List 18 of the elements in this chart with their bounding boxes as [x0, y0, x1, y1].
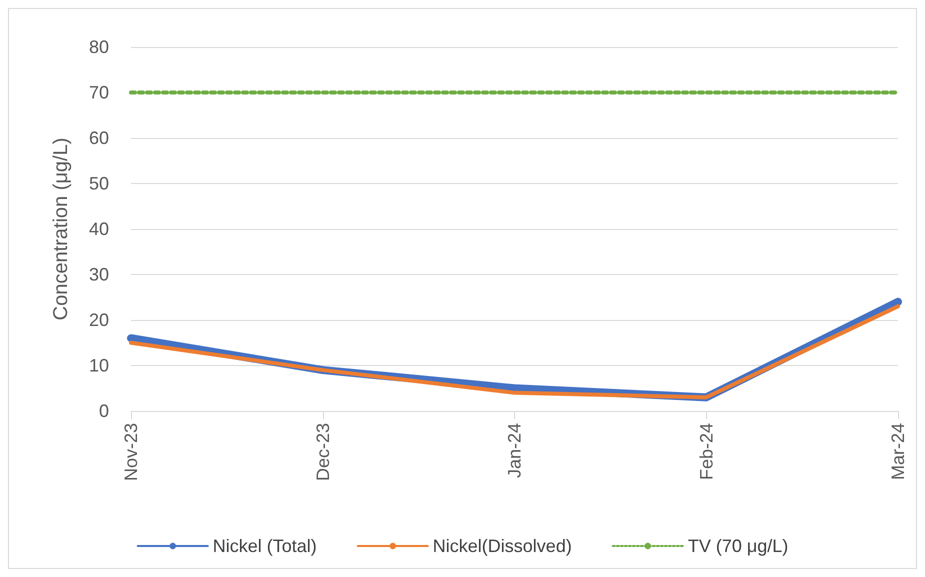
legend-label: TV (70 μg/L): [688, 536, 788, 556]
y-tick-label: 70: [88, 82, 109, 102]
y-tick-label: 80: [88, 37, 109, 57]
y-tick-label: 10: [88, 356, 109, 376]
y-tick-label: 0: [98, 401, 109, 421]
y-tick-label: 60: [88, 128, 109, 148]
x-tick-label: Nov-23: [121, 423, 141, 482]
y-tick-label: 50: [88, 174, 109, 194]
x-tick-label: Feb-24: [696, 423, 716, 480]
x-tick-label: Mar-24: [888, 423, 908, 480]
legend-label: Nickel (Total): [212, 536, 317, 556]
y-tick-label: 20: [88, 310, 109, 330]
y-axis-title: Concentration (μg/L): [50, 138, 72, 320]
y-tick-label: 40: [88, 219, 109, 239]
y-tick-label: 30: [88, 264, 109, 284]
legend-label: Nickel(Dissolved): [432, 536, 572, 556]
x-tick-label: Dec-23: [312, 423, 333, 482]
x-tick-label: Jan-24: [504, 423, 524, 478]
